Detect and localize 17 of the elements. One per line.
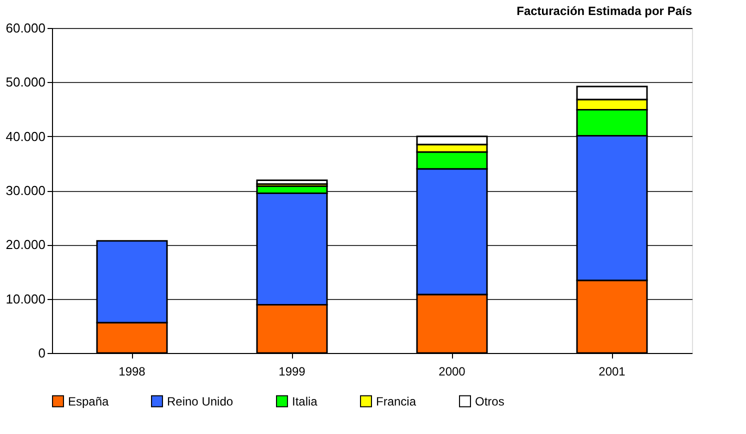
y-tick-label: 30.000	[6, 183, 46, 198]
legend-label: España	[68, 394, 110, 408]
y-tick-label: 50.000	[6, 74, 46, 90]
x-tick-label: 2000	[438, 364, 466, 378]
legend-label: Francia	[376, 394, 416, 408]
y-tick-label: 40.000	[6, 128, 46, 144]
y-tick-label: 0	[38, 346, 46, 360]
y-tick-label: 10.000	[6, 291, 46, 306]
legend-label: Reino Unido	[167, 394, 234, 408]
y-tick-label: 60.000	[6, 20, 46, 36]
x-tick-label: 1999	[278, 364, 306, 378]
x-tick-label: 2001	[598, 364, 626, 378]
x-tick-label: 1998	[118, 364, 146, 378]
legend-label: Italia	[292, 394, 318, 408]
legend-label: Otros	[475, 394, 504, 408]
y-tick-label: 20.000	[6, 237, 46, 252]
chart-title: Facturación Estimada por País	[516, 4, 692, 18]
